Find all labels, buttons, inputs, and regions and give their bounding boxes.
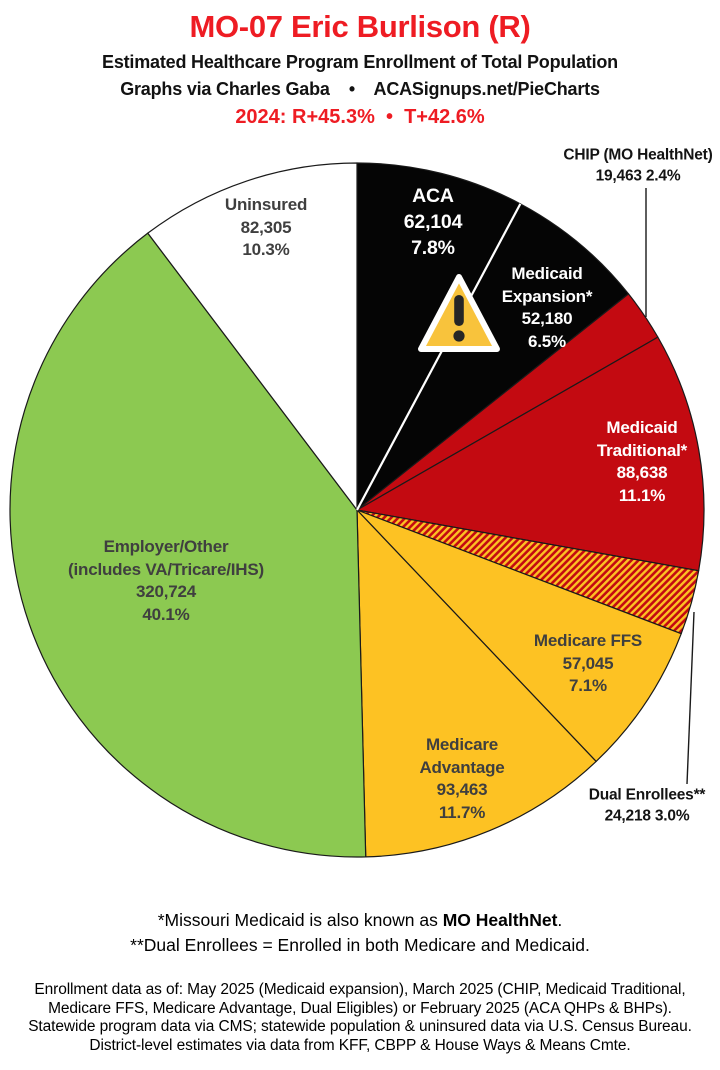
slice-label-line: Traditional* — [596, 440, 688, 460]
slice-label-dual-enrollees: Dual Enrollees** 24,218 3.0% — [589, 785, 706, 826]
slice-label-line: ACA — [412, 185, 454, 208]
slice-label-uninsured: Uninsured 82,305 10.3% — [225, 194, 307, 262]
slice-label-line: (includes VA/Tricare/IHS) — [68, 559, 264, 579]
source-line-3: Statewide program data via CMS; statewid… — [28, 1018, 692, 1036]
slice-label-medicaid-traditional: Medicaid Traditional* 88,638 11.1% — [597, 417, 687, 507]
slice-divider-line — [356, 203, 522, 511]
slice-label-line: 19,463 2.4% — [595, 167, 681, 184]
warning-icon — [418, 274, 500, 352]
header: MO-07 Eric Burlison (R) Estimated Health… — [0, 0, 720, 130]
slice-label-line: 11.7% — [438, 802, 486, 822]
slice-label-line: 7.1% — [569, 676, 607, 696]
footnote-dual: **Dual Enrollees = Enrolled in both Medi… — [130, 935, 590, 955]
slice-label-line: Uninsured — [224, 195, 308, 215]
slice-label-medicaid-expansion: Medicaid Expansion* 52,180 6.5% — [502, 263, 593, 353]
slice-label-line: 6.5% — [528, 331, 566, 351]
pie-slice-employer-other — [9, 232, 367, 858]
slice-label-line: 82,305 — [240, 217, 292, 237]
slice-label-line: Medicare — [425, 734, 499, 754]
slice-label-line: 24,218 3.0% — [604, 807, 690, 824]
slice-label-medicare-advantage: Medicare Advantage 93,463 11.7% — [419, 734, 504, 824]
slice-label-line: 7.8% — [411, 236, 455, 259]
slice-label-line: Medicaid — [511, 263, 583, 283]
pie-slice-medicare-advantage — [356, 509, 597, 858]
source-line-4: District-level estimates via data from K… — [89, 1036, 631, 1054]
leader-line-dual-enrollees — [686, 611, 695, 785]
slice-label-line: 62,104 — [403, 211, 463, 234]
slice-label-line: Expansion* — [501, 286, 593, 306]
source-line-2: Medicare FFS, Medicare Advantage, Dual E… — [48, 999, 672, 1017]
source-note: Enrollment data as of: May 2025 (Medicai… — [0, 981, 720, 1055]
slice-label-line: 88,638 — [616, 463, 668, 482]
slice-label-line: 11.1% — [618, 485, 666, 505]
slice-label-medicare-ffs: Medicare FFS 57,045 7.1% — [534, 630, 642, 698]
footnote-medicaid: *Missouri Medicaid is also known as MO H… — [157, 910, 563, 930]
slice-label-line: Employer/Other — [103, 536, 229, 556]
slice-label-chip: CHIP (MO HealthNet) 19,463 2.4% — [563, 145, 712, 186]
footnote-bold-term: MO HealthNet — [442, 910, 558, 930]
slice-label-line: Medicaid — [606, 417, 678, 437]
slice-label-line: Medicare FFS — [533, 631, 643, 651]
slice-label-line: Dual Enrollees** — [588, 786, 706, 804]
subtitle: Estimated Healthcare Program Enrollment … — [102, 52, 618, 72]
byline: Graphs via Charles Gaba • ACASignups.net… — [120, 79, 600, 99]
footnotes: *Missouri Medicaid is also known as MO H… — [0, 908, 720, 958]
pie-slice-medicaid-expansion — [356, 203, 630, 511]
slice-label-line: CHIP (MO HealthNet) — [563, 146, 713, 164]
slice-label-aca: ACA 62,104 7.8% — [403, 184, 463, 262]
pie-chart-svg — [9, 162, 705, 858]
source-line-1: Enrollment data as of: May 2025 (Medicai… — [34, 981, 686, 998]
slice-label-line: 320,724 — [135, 582, 197, 601]
pie-slice-medicaid-traditional — [356, 336, 705, 572]
slice-label-line: 57,045 — [562, 653, 614, 673]
partisan-lean: 2024: R+45.3% • T+42.6% — [235, 106, 485, 128]
slice-label-line: 93,463 — [436, 780, 488, 799]
slice-label-line: Advantage — [419, 757, 505, 777]
slice-label-line: 40.1% — [142, 604, 190, 624]
pie-slice-medicare-ffs — [356, 509, 682, 763]
slice-label-employer-other: Employer/Other (includes VA/Tricare/IHS) 3… — [68, 536, 264, 626]
pie-slice-uninsured — [147, 162, 358, 511]
slice-label-line: 52,180 — [521, 309, 573, 328]
page-title: MO-07 Eric Burlison (R) — [189, 9, 531, 44]
slice-label-line: 10.3% — [242, 240, 290, 260]
